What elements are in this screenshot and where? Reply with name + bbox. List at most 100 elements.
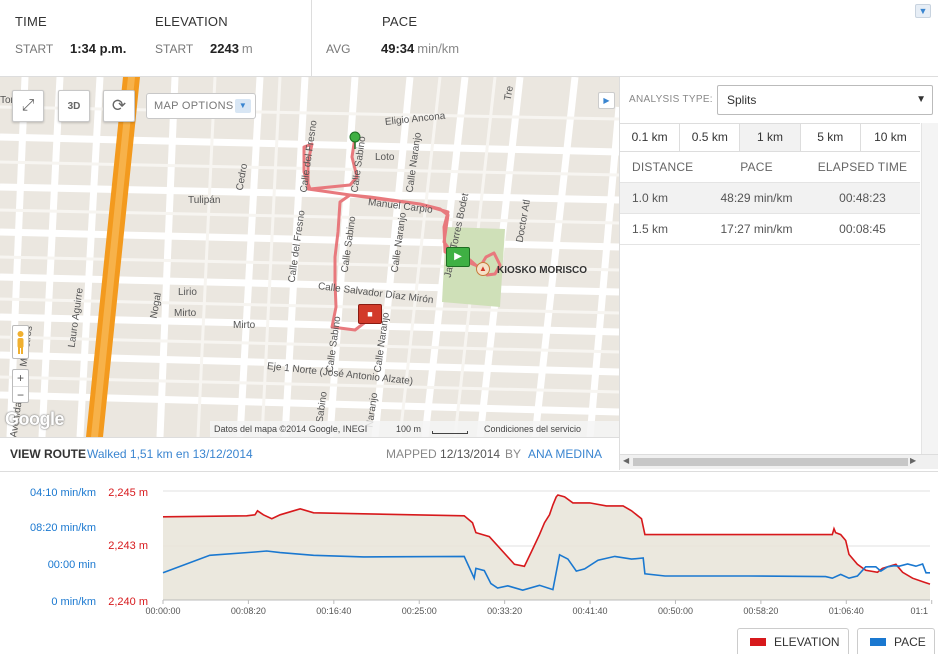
street-label-mirto-2: Mirto (233, 320, 256, 331)
street-label-mirto-1: Mirto (174, 308, 197, 319)
time-heading: TIME (15, 14, 47, 29)
pace-value-wrap: 49:34 min/km (381, 41, 459, 56)
y-right-tick-label: 2,240 m (108, 596, 148, 608)
x-tick-label: 00:16:40 (316, 606, 351, 616)
vertical-scrollbar[interactable] (921, 123, 938, 454)
3d-view-button[interactable]: 3D (58, 90, 90, 122)
elevation-unit: m (241, 41, 253, 56)
elevation-pace-chart: 00:00:00 00:08:20 00:16:40 00:25:00 00:33:20… (0, 471, 938, 654)
tab-10-km[interactable]: 10 km (874, 130, 907, 144)
x-tick-label: 00:00:00 (145, 606, 180, 616)
route-walked-link[interactable]: Walked 1,51 km en 13/12/2014 (87, 447, 253, 461)
x-tick-label: 00:50:00 (658, 606, 693, 616)
3d-icon: 3D (67, 100, 81, 112)
kiosko-poi-icon: ▲ (476, 262, 490, 276)
mapped-text: MAPPED (386, 447, 437, 461)
poi-label-kiosko: KIOSKO MORISCO (497, 265, 588, 276)
pace-unit: min/km (417, 41, 460, 56)
tab-0-5-km[interactable]: 0.5 km (680, 124, 741, 151)
zoom-out-button[interactable]: − (13, 386, 28, 402)
start-flag-icon[interactable]: ▶ (446, 247, 470, 267)
fullscreen-button[interactable]: ⤢ (12, 90, 44, 122)
table-row: 1.0 km 48:29 min/km 00:48:23 (620, 183, 920, 214)
x-tick-label: 01:1 (910, 606, 928, 616)
horizontal-scrollbar[interactable]: ◀ ▶ (620, 454, 938, 469)
map-options-label: MAP OPTIONS (154, 100, 234, 112)
splits-header-row: DISTANCE PACE ELAPSED TIME (620, 152, 920, 183)
tab-0-1-km[interactable]: 0.1 km (620, 124, 681, 151)
x-tick-label: 00:41:40 (573, 606, 608, 616)
cell-pace: 17:27 min/km (720, 222, 793, 236)
analysis-type-value: Splits (727, 93, 757, 107)
scroll-left-icon[interactable]: ◀ (623, 456, 630, 465)
expand-icon: ⤢ (21, 97, 35, 114)
legend-pace[interactable]: PACE (857, 628, 935, 654)
split-distance-tabs: 0.1 km 0.5 km 1 km 5 km 10 km (620, 123, 920, 152)
pace-swatch (870, 637, 886, 646)
x-tick-label: 00:58:20 (743, 606, 778, 616)
legend-elevation[interactable]: ELEVATION (737, 628, 849, 654)
mapped-date: 12/13/2014 (440, 447, 501, 461)
map-attribution: Datos del mapa ©2014 Google, INEGI 100 m… (210, 421, 619, 437)
time-sub-label: START (15, 42, 54, 56)
end-flag-icon[interactable]: ■ (358, 304, 382, 324)
tab-1-km[interactable]: 1 km (740, 124, 801, 151)
legend-elevation-label: ELEVATION (774, 634, 840, 649)
cell-distance: 1.0 km (632, 191, 669, 205)
scrollbar-thumb[interactable] (633, 458, 908, 466)
stats-header: TIME START 1:34 p.m. ELEVATION START 224… (0, 0, 938, 77)
rotate-icon: ⟳ (111, 96, 127, 115)
elevation-line (162, 494, 931, 585)
expand-map-button[interactable]: ▶ (598, 92, 615, 109)
zoom-in-button[interactable]: + (16, 371, 24, 385)
analysis-panel: ▶ ANALYSIS TYPE: Splits ▼ 0.1 km 0.5 km 1… (598, 77, 938, 470)
street-label-tulipan: Tulipán (188, 195, 221, 206)
analysis-type-select[interactable]: Splits ▼ (717, 85, 933, 115)
chevron-down-icon: ▼ (235, 99, 251, 113)
time-value: 1:34 p.m. (70, 41, 127, 56)
map-scale-label: 100 m (396, 424, 422, 434)
x-tick-label: 00:08:20 (231, 606, 266, 616)
elevation-value: 2243 (210, 41, 239, 56)
cell-pace: 48:29 min/km (720, 191, 793, 205)
street-view-pegman[interactable] (12, 325, 29, 359)
route-info-bar: VIEW ROUTE Walked 1,51 km en 13/12/2014 … (0, 437, 619, 470)
view-route-label: VIEW ROUTE (10, 447, 87, 461)
y-left-tick-label: 0 min/km (51, 596, 96, 608)
analysis-type-label: ANALYSIS TYPE: (629, 94, 713, 105)
col-header-distance: DISTANCE (632, 160, 694, 174)
x-tick-label: 00:25:00 (402, 606, 437, 616)
cell-elapsed: 00:48:23 (839, 191, 886, 205)
street-label-tor: Tor (0, 95, 14, 106)
map-data-credit: Datos del mapa ©2014 Google, INEGI (214, 424, 368, 434)
col-header-elapsed: ELAPSED TIME (817, 160, 908, 174)
street-label-loto: Loto (375, 152, 395, 163)
x-tick-label: 00:33:20 (487, 606, 522, 616)
rotate-view-button[interactable]: ⟳ (103, 90, 135, 122)
pace-sub-label: AVG (326, 42, 351, 56)
cell-elapsed: 00:08:45 (839, 222, 886, 236)
map-scale-bar (432, 431, 468, 434)
author-link[interactable]: ANA MEDINA (528, 447, 603, 461)
tab-5-km[interactable]: 5 km (801, 124, 861, 151)
pace-value: 49:34 (381, 41, 415, 56)
elevation-value-wrap: 2243 m (210, 41, 253, 56)
legend-pace-label: PACE (894, 634, 926, 649)
map-terms-link[interactable]: Condiciones del servicio (484, 424, 582, 434)
collapse-stats-button[interactable]: ▼ (915, 4, 931, 18)
street-label-lirio: Lirio (178, 287, 197, 298)
chevron-down-icon: ▼ (916, 94, 926, 105)
y-right-tick-label: 2,245 m (108, 487, 148, 499)
google-logo: Google (5, 409, 65, 429)
col-header-pace: PACE (740, 160, 773, 174)
elevation-area (163, 495, 930, 600)
route-map[interactable]: Eligio Ancona Loto Cedro Tulipán Nogal L… (0, 77, 619, 437)
table-row: 1.5 km 17:27 min/km 00:08:45 (620, 214, 920, 245)
cell-distance: 1.5 km (632, 222, 669, 236)
map-options-dropdown[interactable]: MAP OPTIONS ▼ (146, 93, 256, 119)
pace-line (162, 550, 930, 592)
chart-svg: 00:00:00 00:08:20 00:16:40 00:25:00 00:33:20… (30, 487, 933, 616)
scroll-right-icon[interactable]: ▶ (910, 456, 917, 465)
y-left-tick-label: 08:20 min/km (30, 522, 96, 534)
zoom-control: + − (12, 369, 29, 403)
